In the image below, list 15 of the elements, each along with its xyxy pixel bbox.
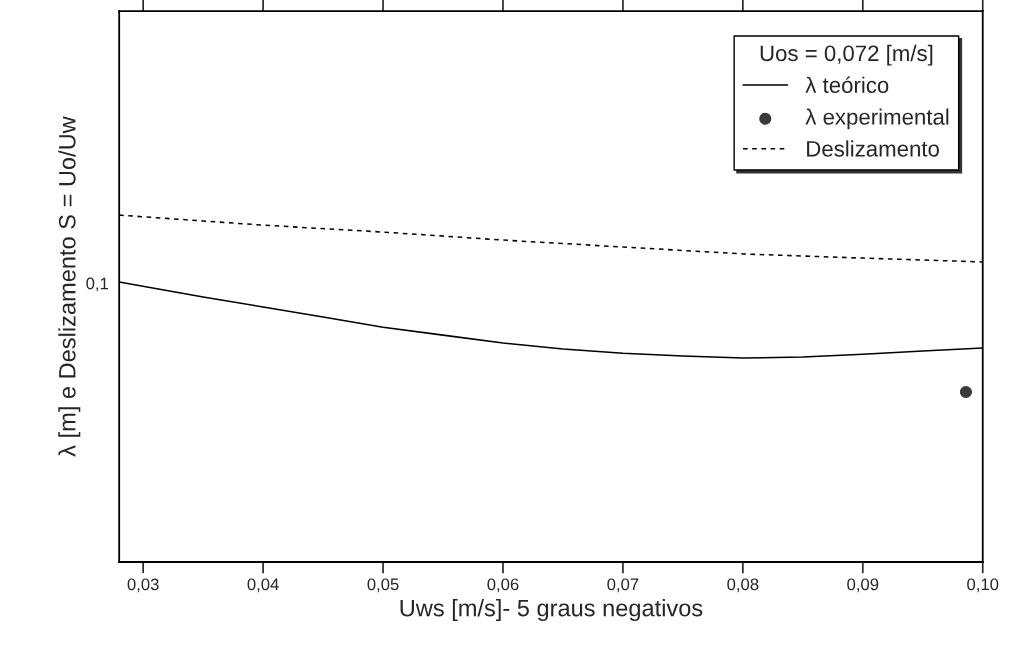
x-tick-label: 0,07 (607, 578, 639, 593)
x-tick-label: 0,10 (967, 578, 999, 593)
x-tick-label: 0,05 (367, 578, 399, 593)
x-tick-label: 0,03 (127, 578, 159, 593)
legend-label: λ experimental (805, 108, 949, 130)
y-axis-title: λ [m] e Deslizamento S = Uo/Uw (58, 116, 81, 457)
x-tick-label: 0,04 (247, 578, 279, 593)
x-tick-label: 0,06 (487, 578, 519, 593)
legend-label: Deslizamento (807, 140, 939, 157)
legend-title: Uos = 0,072 [m/s] (760, 44, 933, 66)
x-axis-title: Uws [m/s]- 5 graus negativos (400, 599, 703, 622)
text: 0,1 (86, 277, 109, 292)
x-tick-label: 0,08 (727, 578, 759, 593)
legend-label: λ teórico (805, 76, 889, 94)
x-tick-label: 0,09 (847, 578, 879, 593)
